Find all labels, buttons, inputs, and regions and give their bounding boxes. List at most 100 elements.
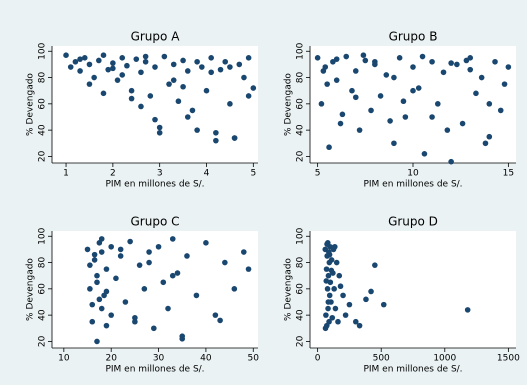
y-tick-label: 100: [296, 42, 306, 59]
y-tick-label: 20: [38, 150, 48, 162]
point: [98, 305, 105, 312]
y-tick-label: 40: [296, 309, 306, 321]
panel-title: Grupo D: [388, 215, 438, 229]
point: [459, 120, 466, 127]
y-tick-label: 100: [296, 227, 306, 244]
point: [151, 325, 157, 332]
point: [415, 85, 422, 91]
y-tick-label: 20: [296, 150, 306, 162]
point: [194, 58, 200, 65]
point: [326, 144, 332, 151]
point: [352, 94, 359, 101]
point: [203, 87, 210, 94]
point: [380, 301, 387, 308]
point: [94, 272, 100, 279]
point: [448, 60, 454, 66]
point: [482, 140, 489, 147]
point: [108, 243, 114, 250]
point: [100, 52, 107, 59]
y-tick-label: 40: [38, 124, 48, 136]
y-axis-label: % Devengado: [26, 258, 36, 321]
point: [486, 101, 493, 107]
point: [160, 279, 167, 286]
y-tick-label: 80: [296, 257, 306, 269]
point: [110, 60, 116, 66]
x-tick-label: 4: [204, 169, 210, 179]
point: [213, 137, 219, 144]
point: [208, 69, 214, 76]
x-tick-label: 40: [200, 354, 212, 364]
point: [240, 249, 247, 255]
point: [333, 259, 340, 266]
point: [497, 107, 504, 114]
point: [89, 318, 96, 325]
point: [323, 312, 329, 318]
panel-title: Grupo C: [131, 215, 180, 229]
point: [98, 249, 105, 255]
point: [324, 241, 330, 247]
y-axis-label: % Devengado: [284, 258, 294, 321]
point: [448, 158, 454, 165]
point: [314, 55, 321, 61]
point: [473, 90, 479, 97]
point: [194, 127, 200, 133]
x-axis-label: PIM en millones de S/.: [105, 365, 204, 375]
point: [444, 127, 451, 133]
point: [241, 74, 247, 81]
point: [492, 58, 498, 65]
point: [402, 114, 409, 120]
point: [231, 135, 238, 141]
point: [87, 262, 93, 268]
y-axis-label: % Devengado: [26, 73, 36, 136]
point: [478, 74, 485, 81]
y-axis-label: % Devengado: [284, 73, 294, 136]
y-tick-label: 20: [38, 335, 48, 347]
point: [170, 61, 177, 68]
point: [108, 312, 114, 318]
point: [132, 318, 138, 325]
point: [169, 236, 176, 242]
point: [368, 107, 374, 114]
x-axis-label: PIM en millones de S/.: [105, 180, 204, 190]
y-tick-label: 60: [296, 283, 306, 295]
point: [486, 133, 493, 140]
y-tick-label: 80: [296, 72, 306, 84]
point: [156, 124, 163, 131]
point: [333, 56, 340, 62]
x-axis-label: PIM en millones de S/.: [363, 365, 462, 375]
point: [331, 286, 337, 292]
point: [336, 272, 343, 279]
point: [332, 305, 339, 312]
point: [352, 68, 359, 74]
point: [170, 77, 177, 83]
point: [63, 52, 69, 59]
point: [124, 62, 130, 69]
point: [467, 66, 474, 73]
x-axis-label: PIM en millones de S/.: [363, 180, 462, 190]
point: [245, 55, 252, 61]
point: [132, 314, 138, 321]
point: [419, 53, 426, 60]
point: [128, 95, 135, 102]
point: [113, 275, 119, 282]
y-tick-label: 60: [296, 98, 306, 110]
point: [166, 81, 172, 87]
point: [72, 58, 79, 65]
point: [91, 74, 97, 81]
point: [328, 267, 335, 274]
point: [333, 77, 340, 83]
point: [339, 111, 346, 118]
point: [391, 74, 397, 81]
point: [326, 251, 333, 258]
point: [84, 246, 91, 253]
point: [325, 272, 332, 279]
point: [142, 53, 149, 60]
point: [156, 129, 163, 136]
point: [86, 81, 93, 87]
point: [180, 83, 186, 90]
point: [337, 283, 344, 290]
point: [67, 64, 74, 70]
point: [96, 296, 103, 303]
point: [325, 299, 332, 305]
point: [383, 72, 390, 78]
